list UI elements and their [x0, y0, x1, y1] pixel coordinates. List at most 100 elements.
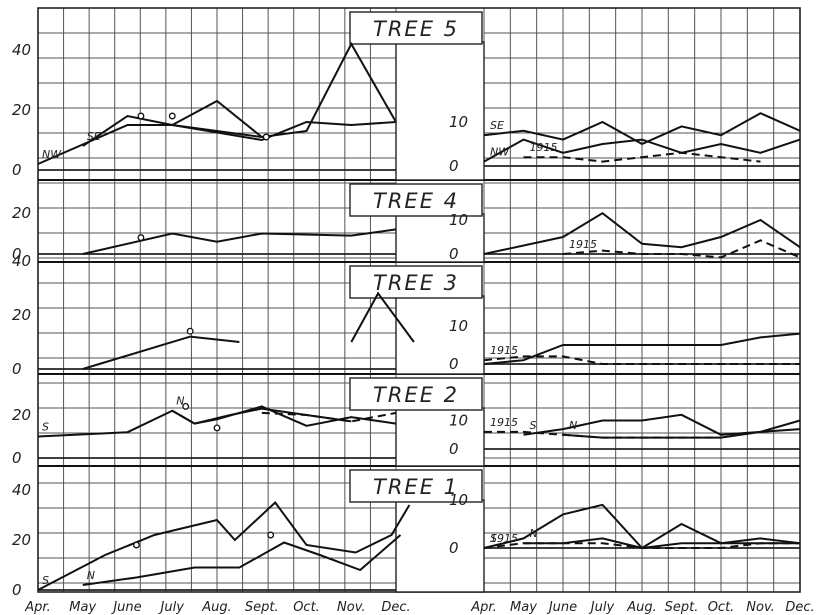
- left-ytick-label: 20: [12, 306, 31, 324]
- grid-right: [483, 7, 801, 592]
- x-axis-month-label: Dec.: [785, 600, 814, 615]
- x-axis-month-label: June: [546, 600, 577, 615]
- left-ytick-label: 0: [12, 360, 22, 378]
- left-ytick-label: 20: [12, 101, 31, 119]
- right-ytick-label: 10: [449, 113, 468, 131]
- x-axis-month-label: May: [510, 600, 537, 615]
- data-marker: [186, 327, 194, 335]
- x-axis-month-label: Apr.: [24, 600, 50, 615]
- panel-title-box: [349, 11, 483, 45]
- right-ytick-label: 0: [449, 440, 459, 458]
- left-ytick-label: 20: [12, 531, 31, 549]
- right-series-label: 1915: [530, 141, 558, 154]
- panel-title-box: [349, 265, 483, 299]
- right-series-label: 1915: [490, 344, 518, 357]
- data-marker: [267, 531, 275, 539]
- left-series-line: [37, 120, 397, 165]
- left-series-line: [37, 501, 411, 591]
- panel-tree-4: [38, 183, 801, 263]
- right-series-line: [483, 138, 801, 163]
- panel-gap: [395, 295, 485, 375]
- panel-gap: [395, 499, 485, 593]
- x-axis-month-label: July: [588, 600, 615, 615]
- panel-gap: [395, 213, 485, 263]
- left-series-label: SE: [87, 130, 101, 143]
- left-ytick-label: 40: [12, 481, 31, 499]
- left-series-label: N: [176, 395, 184, 408]
- panel-title: TREE 3: [373, 271, 459, 295]
- data-marker: [168, 112, 176, 120]
- data-marker: [137, 112, 145, 120]
- left-series-label: N: [87, 569, 95, 582]
- right-ytick-label: 10: [449, 412, 468, 430]
- panel-title-box: [349, 469, 483, 503]
- left-ytick-label: 0: [12, 581, 22, 599]
- x-axis-month-label: Oct.: [708, 600, 735, 615]
- left-ytick-label: 0: [12, 161, 22, 179]
- left-series-line: [82, 228, 397, 255]
- left-series-label: S: [42, 574, 49, 587]
- left-series-line: [82, 41, 397, 147]
- right-ytick-label: 0: [449, 157, 459, 175]
- x-axis-month-label: Aug.: [626, 600, 657, 615]
- left-series-line: [171, 407, 352, 425]
- left-ytick-label: 40: [12, 41, 31, 59]
- x-axis-month-label: Sept.: [245, 600, 279, 615]
- x-axis-month-label: Apr.: [470, 600, 496, 615]
- x-axis-month-label: Nov.: [746, 600, 774, 615]
- right-series-label: N: [530, 527, 538, 540]
- data-marker: [132, 541, 140, 549]
- right-ytick-label: 10: [449, 491, 468, 509]
- right-series-label: NW: [490, 146, 510, 159]
- data-marker: [137, 234, 145, 242]
- left-series-line: [82, 534, 402, 586]
- panel-title: TREE 2: [373, 383, 459, 407]
- right-series-label: 1915: [490, 416, 518, 429]
- panel-title: TREE 5: [373, 17, 459, 41]
- right-series-line: [562, 419, 801, 439]
- left-ytick-label: 0: [12, 449, 22, 467]
- left-series-line: [82, 335, 240, 370]
- left-ytick-label: 0: [12, 245, 22, 263]
- right-series-line: [484, 430, 721, 439]
- right-series-label: S: [530, 419, 537, 432]
- left-ytick-label: 20: [12, 204, 31, 222]
- right-series-line: [562, 239, 801, 259]
- left-series-line: [261, 411, 397, 423]
- panel-title: TREE 1: [373, 475, 459, 499]
- panel-tree-1: [37, 469, 801, 593]
- x-axis-month-label: May: [69, 600, 96, 615]
- right-ytick-label: 0: [449, 245, 459, 263]
- right-ytick-label: 0: [449, 539, 459, 557]
- right-series-line: [523, 151, 761, 163]
- panel-tree-3: [38, 265, 801, 375]
- left-series-label: S: [42, 421, 49, 434]
- x-axis-month-label: June: [110, 600, 141, 615]
- x-axis-month-label: Nov.: [337, 600, 365, 615]
- left-ytick-label: 20: [12, 406, 31, 424]
- panel-tree-5: [37, 11, 801, 181]
- right-series-line: [483, 355, 800, 365]
- data-marker: [213, 424, 221, 432]
- left-series-line: [350, 291, 415, 343]
- data-marker: [262, 133, 270, 141]
- right-series-line: [483, 112, 801, 146]
- right-series-line: [483, 332, 801, 365]
- right-series-line: [483, 211, 801, 255]
- panel-title-box: [349, 377, 483, 411]
- data-marker: [182, 402, 190, 410]
- panel-gap: [395, 407, 485, 467]
- left-series-line: [171, 99, 263, 138]
- right-series-label: S: [490, 532, 497, 545]
- right-series-label: N: [569, 419, 577, 432]
- grid-left: [37, 7, 397, 592]
- x-axis-month-label: Dec.: [381, 600, 410, 615]
- right-ytick-label: 10: [449, 317, 468, 335]
- right-series-line: [483, 542, 800, 549]
- right-series-label: 1915: [569, 238, 597, 251]
- x-axis-month-label: Sept.: [665, 600, 699, 615]
- left-series-label: NW: [42, 148, 62, 161]
- panel-gap: [395, 41, 485, 181]
